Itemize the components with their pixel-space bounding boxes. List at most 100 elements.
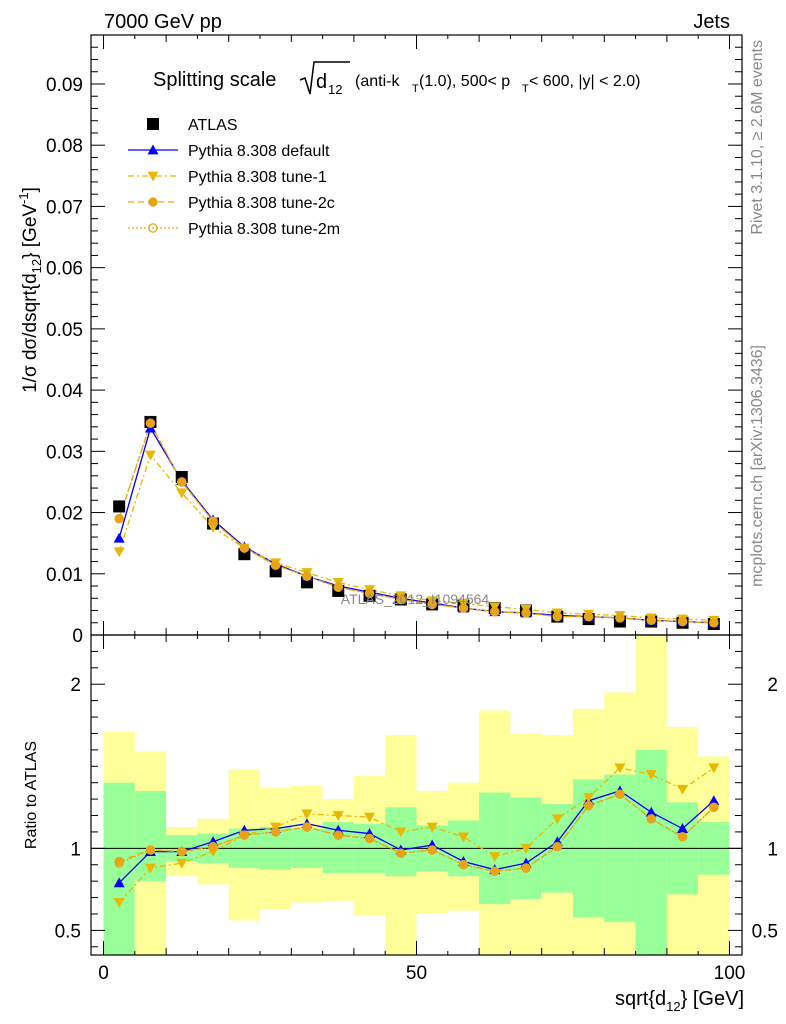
y-tick-label: 0.02 [46,504,83,525]
ratio-point-pythia-8-308-tune-2m [333,830,343,840]
data-point-pythia-8-308-tune-2m [583,611,594,622]
y-tick-label: 0.05 [46,320,83,341]
legend-marker-pythia-8-308-tune-1 [147,171,159,182]
data-point-pythia-8-308-tune-1 [113,547,125,558]
ratio-point-pythia-8-308-default [645,806,657,817]
x-tick-label: 0 [98,963,109,984]
data-point-pythia-8-308-tune-2m [490,607,500,617]
ratio-point-pythia-8-308-tune-2c [709,802,719,812]
data-point-pythia-8-308-default [113,532,125,543]
ratio-point-pythia-8-308-tune-1 [113,898,125,908]
ratio-point-pythia-8-308-tune-1 [364,812,376,823]
legend-label-pythia-8-308-default: Pythia 8.308 default [188,143,330,160]
data-point-pythia-8-308-tune-2c [521,608,531,618]
data-point-pythia-8-308-tune-2m [552,611,563,622]
legend: ATLAS Pythia 8.308 default Pythia 8.308 tu… [128,117,340,238]
data-point-pythia-8-308-tune-2m [302,571,312,581]
ratio-point-pythia-8-308-tune-1 [489,852,501,863]
data-point-pythia-8-308-tune-2c [177,477,187,487]
data-point-pythia-8-308-tune-2c [615,613,625,623]
data-point-pythia-8-308-tune-2c [677,616,688,627]
data-point-pythia-8-308-tune-2m [709,618,719,628]
ratio-line-pythia-8-308-tune-2c [118,793,715,872]
data-point-pythia-8-308-tune-2m [333,582,343,592]
ratio-point-pythia-8-308-tune-2m [677,832,688,842]
ratio-y-tick-label: 2 [70,675,81,696]
data-point-pythia-8-308-tune-1 [176,488,188,499]
x-tick-label: 100 [714,963,746,984]
ratio-point-pythia-8-308-tune-2m [239,830,250,840]
ratio-point-pythia-8-308-tune-2m [364,833,375,844]
ratio-point-pythia-8-308-tune-1 [301,809,313,820]
ratio-point-pythia-8-308-tune-2m [114,858,124,868]
ratio-point-pythia-8-308-tune-2m [552,841,563,852]
data-point-pythia-8-308-tune-2m [677,616,688,627]
ratio-line-pythia-8-308-default [118,790,715,884]
y-axis-label: 1/σ dσ/dsqrt{d12} [GeV-1] [16,187,44,393]
header-right: Jets [693,11,730,33]
green-band-bin [103,782,135,955]
y-tick-label: 0.04 [46,381,83,402]
ratio-axis-label: Ratio to ATLAS [23,741,40,849]
data-point-pythia-8-308-tune-2c [396,594,406,605]
data-point-pythia-8-308-tune-2c [583,611,594,622]
ratio-point-pythia-8-308-default [708,795,720,806]
data-point-pythia-8-308-tune-2m [145,418,156,428]
title-main: Splitting scale [153,69,276,91]
ratio-y-tick-label: 0.5 [55,921,81,942]
legend-marker-pythia-8-308-tune-2c [148,197,158,207]
ratio-point-pythia-8-308-tune-2c [302,822,312,832]
legend-label-pythia-8-308-tune-2m: Pythia 8.308 tune-2m [188,221,340,238]
legend-marker-atlas [147,118,159,130]
ratio-point-pythia-8-308-tune-2c [396,848,406,858]
ratio-point-pythia-8-308-tune-2m [646,814,656,824]
ratio-point-pythia-8-308-tune-2c [270,827,281,837]
y-tick-label: 0.01 [46,565,83,586]
data-point-pythia-8-308-tune-2c [302,571,312,581]
ratio-point-pythia-8-308-tune-2c [364,833,375,844]
data-point-pythia-8-308-tune-2m [615,613,625,623]
x-axis-label: sqrt{d12} [GeV] [615,988,744,1014]
data-point-pythia-8-308-tune-2m [521,608,531,618]
data-point-pythia-8-308-tune-2c [552,611,563,622]
ratio-point-pythia-8-308-tune-2m [427,845,437,855]
data-point-pythia-8-308-tune-2m [364,588,375,599]
data-point-pythia-8-308-tune-2c [145,418,156,428]
main-panel-data [113,415,720,630]
ratio-point-pythia-8-308-tune-2m [145,845,156,855]
ratio-point-pythia-8-308-tune-2c [615,789,625,799]
ratio-point-pythia-8-308-tune-2c [521,863,531,873]
data-point-pythia-8-308-tune-2m [177,477,187,487]
ratio-point-pythia-8-308-default [677,823,689,834]
data-point-pythia-8-308-tune-2m [270,560,281,570]
data-point-pythia-8-308-tune-2m [646,615,656,626]
y-tick-label: 0 [72,626,83,647]
title-rest3: < 600, |y| < 2.0) [529,73,641,90]
mcplots-label: mcplots.cern.ch [arXiv:1306.3436] [749,345,766,587]
ratio-uncertainty-bands [103,635,730,955]
ratio-point-pythia-8-308-tune-1 [457,832,469,843]
ratio-y-tick-label: 1 [70,839,81,860]
data-point-pythia-8-308-tune-2m [458,603,469,613]
ratio-point-pythia-8-308-tune-2m [302,822,312,832]
ratio-point-pythia-8-308-tune-2c [646,814,656,824]
y-tick-label: 0.08 [46,136,83,157]
title-rest-sub: T [412,83,419,95]
ratio-y-tick-label-right: 1 [767,839,778,860]
data-point-pythia-8-308-tune-2m [396,594,406,605]
ratio-point-pythia-8-308-tune-2c [677,832,688,842]
ratio-point-pythia-8-308-tune-1 [176,858,188,869]
ratio-point-pythia-8-308-tune-1 [520,843,532,854]
title-rest2-sub: T [522,83,529,95]
ratio-point-pythia-8-308-tune-1 [395,827,407,838]
data-point-pythia-8-308-tune-2c [646,615,656,625]
data-point-pythia-8-308-tune-2c [427,599,437,610]
ratio-point-pythia-8-308-tune-2m [709,802,719,813]
title-sqrt-index: 12 [328,82,342,97]
ratio-point-pythia-8-308-tune-1 [426,822,438,833]
data-point-pythia-8-308-tune-2c [458,603,469,613]
ratio-line-pythia-8-308-tune-1 [118,767,715,903]
ratio-point-pythia-8-308-tune-1 [614,763,626,774]
ratio-point-pythia-8-308-tune-1 [677,784,689,795]
